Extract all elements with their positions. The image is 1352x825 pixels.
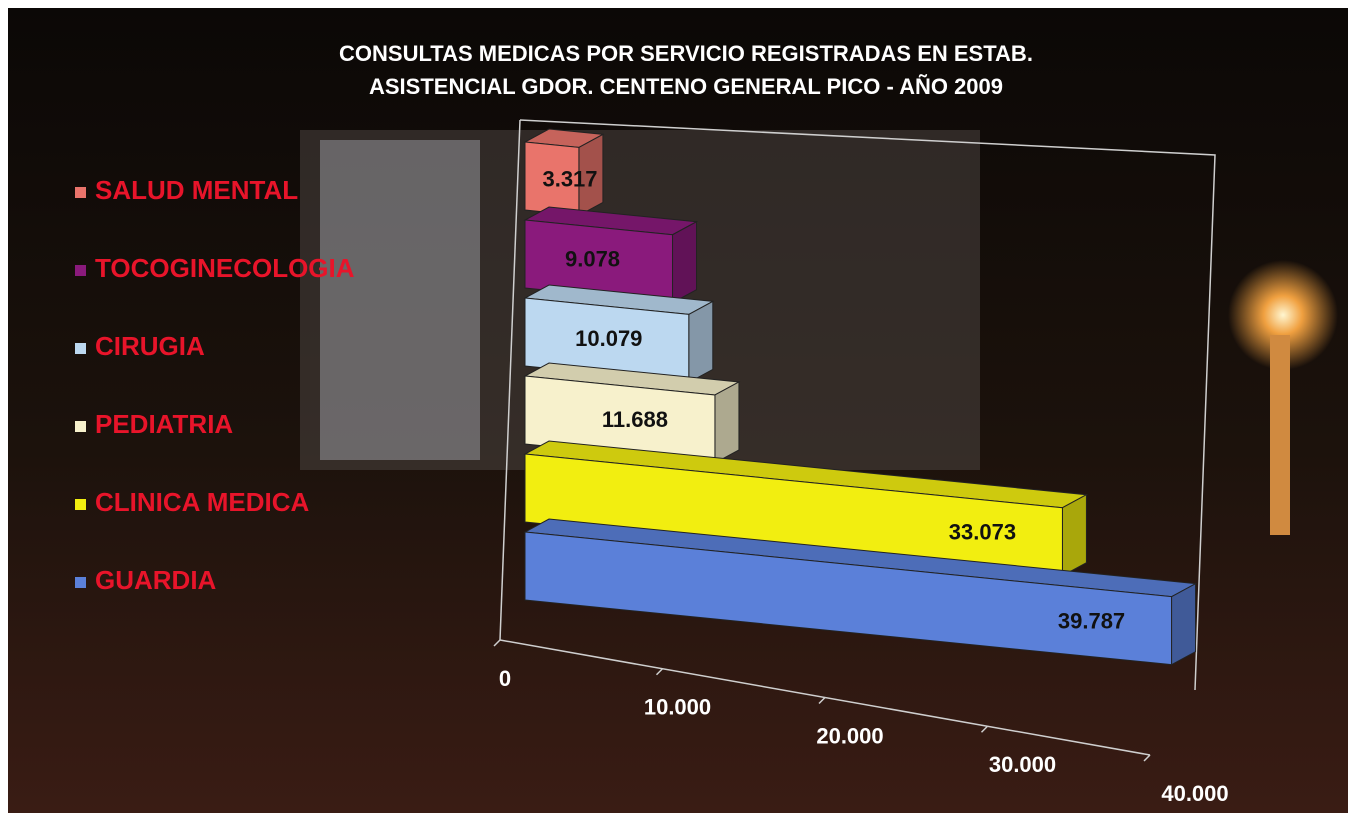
data-label: 3.317 <box>542 166 597 191</box>
bar-side <box>715 382 739 463</box>
bar-side <box>673 222 697 303</box>
x-tick-label: 30.000 <box>989 752 1056 777</box>
legend-swatch <box>75 421 86 432</box>
data-label: 9.078 <box>565 247 620 272</box>
legend-label: CLINICA MEDICA <box>95 487 309 517</box>
legend-label: CIRUGIA <box>95 331 205 361</box>
x-tick-label: 0 <box>499 666 511 691</box>
lamp-post <box>1270 335 1290 535</box>
legend-label: SALUD MENTAL <box>95 175 298 205</box>
data-label: 39.787 <box>1058 608 1125 633</box>
data-label: 10.079 <box>575 326 642 351</box>
legend-label: PEDIATRIA <box>95 409 233 439</box>
legend-swatch <box>75 265 86 276</box>
bar-side <box>1172 584 1196 665</box>
x-tick-label: 10.000 <box>644 695 711 720</box>
legend-swatch <box>75 577 86 588</box>
legend-label: GUARDIA <box>95 565 217 595</box>
chart-title: ASISTENCIAL GDOR. CENTENO GENERAL PICO -… <box>369 74 1003 99</box>
data-label: 11.688 <box>602 407 668 432</box>
legend-label: TOCOGINECOLOGIA <box>95 253 355 283</box>
legend-swatch <box>75 499 86 510</box>
bar-side <box>689 301 713 382</box>
bar-side <box>1062 495 1086 576</box>
building-wing <box>320 140 480 460</box>
chart: CONSULTAS MEDICAS POR SERVICIO REGISTRAD… <box>0 0 1352 825</box>
x-tick-label: 40.000 <box>1161 781 1228 806</box>
legend-swatch <box>75 187 86 198</box>
x-tick-label: 20.000 <box>816 723 883 748</box>
chart-title: CONSULTAS MEDICAS POR SERVICIO REGISTRAD… <box>339 41 1033 66</box>
data-label: 33.073 <box>949 520 1016 545</box>
legend-swatch <box>75 343 86 354</box>
